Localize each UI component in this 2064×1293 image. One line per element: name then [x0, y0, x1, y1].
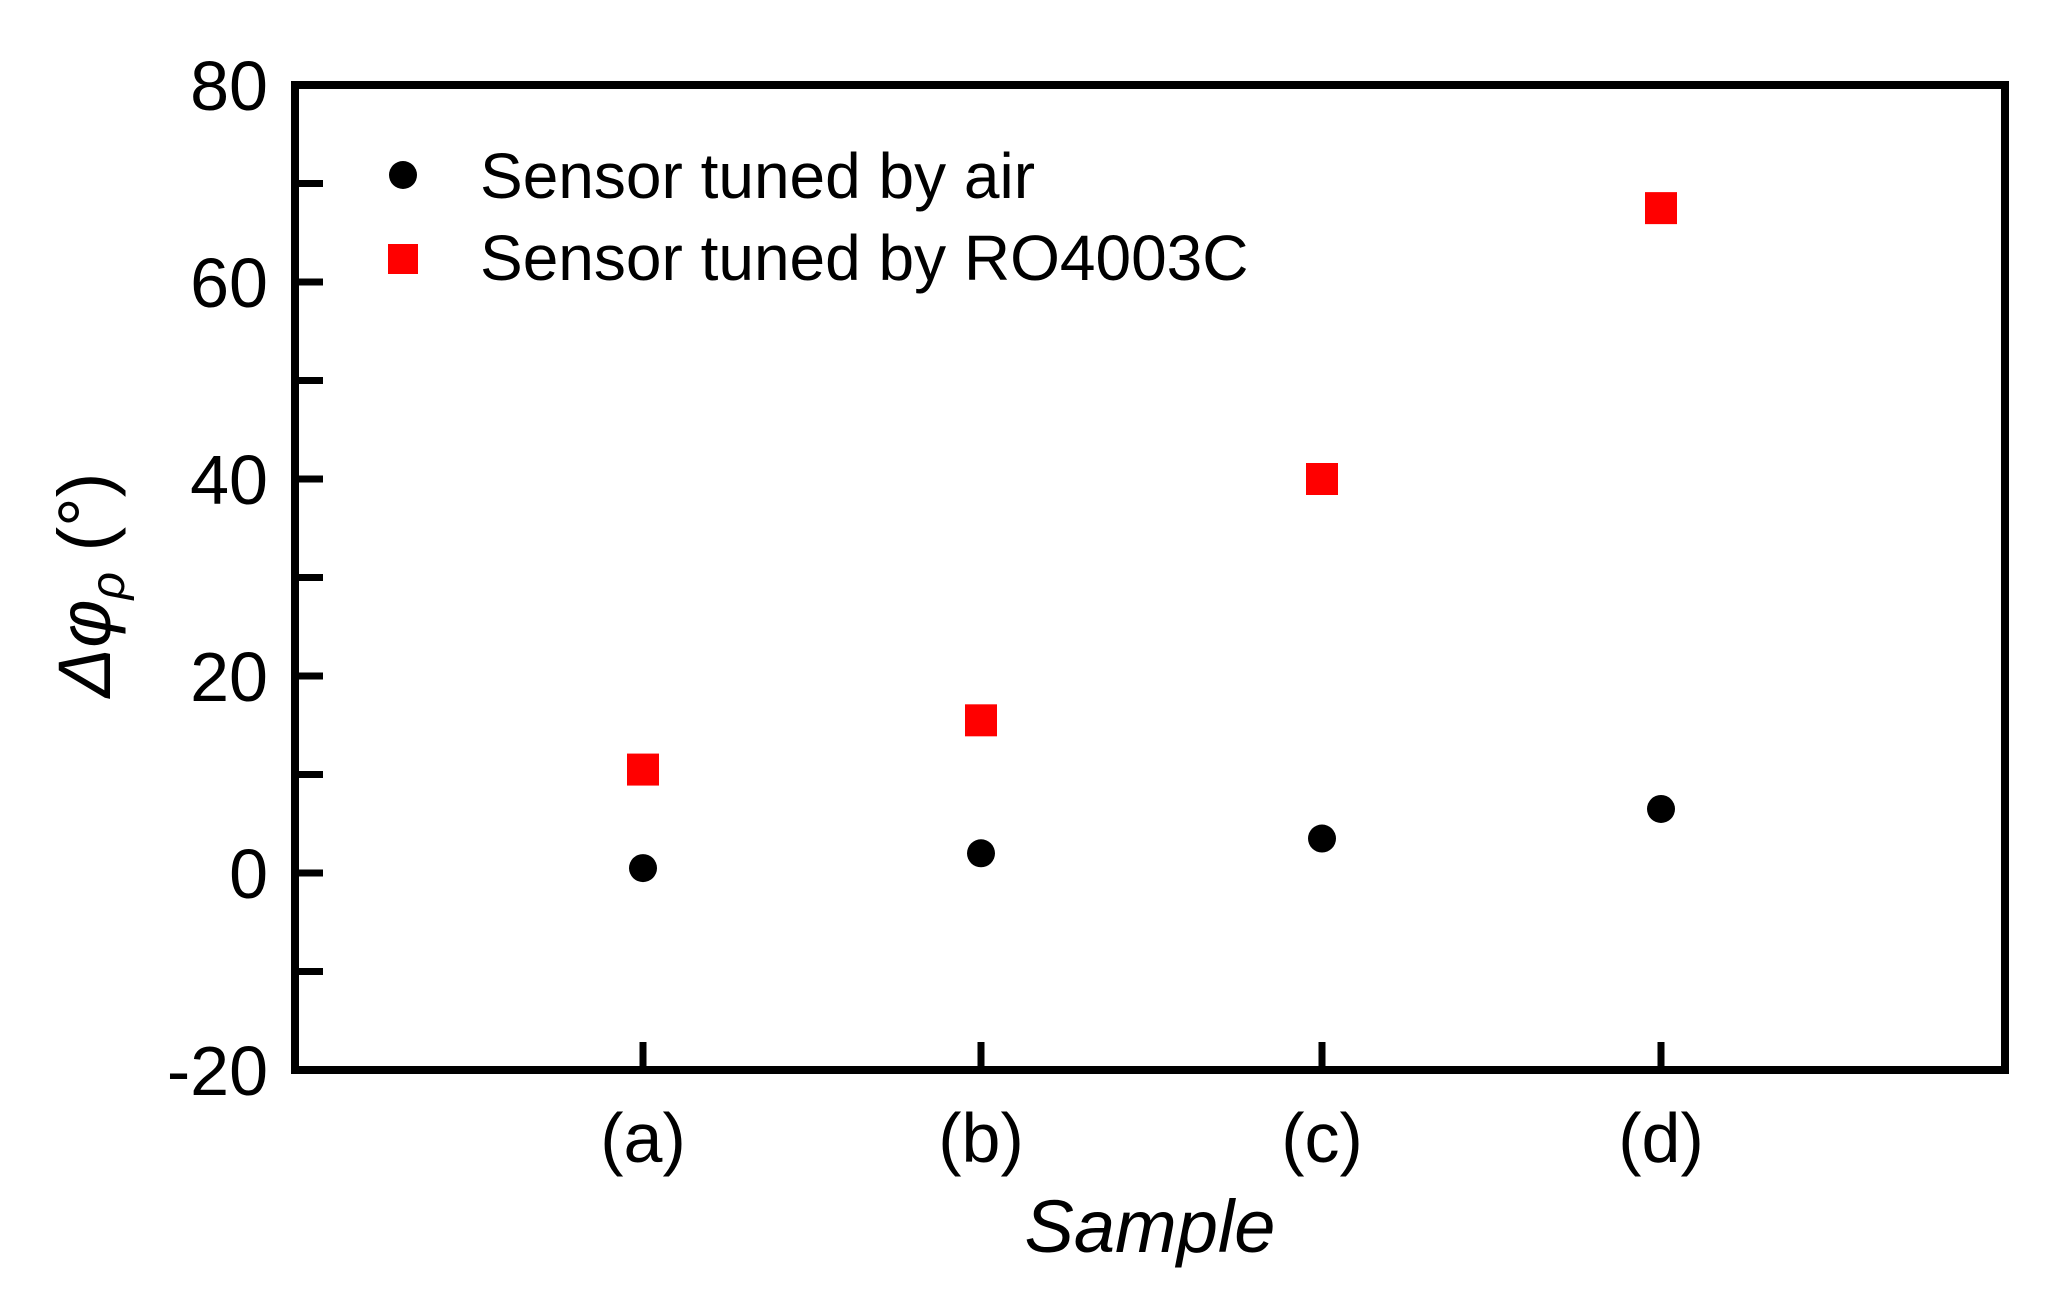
x-axis-ticks: (a) (b) (c) (d): [600, 1042, 1704, 1177]
point-ro4003c-1: [965, 704, 997, 737]
y-tick-label: 40: [190, 441, 268, 519]
y-tick-label: 80: [190, 47, 268, 125]
legend: Sensor tuned by air Sensor tuned by RO40…: [388, 140, 1248, 294]
legend-marker-air: [389, 161, 417, 189]
x-tick-label: (a): [600, 1099, 686, 1177]
y-tick-label: 60: [190, 244, 268, 322]
y-tick-label: -20: [167, 1032, 268, 1110]
y-axis-ticks: -20 0 20 40 60 80: [167, 47, 323, 1110]
point-ro4003c-2: [1306, 463, 1338, 495]
y-tick-label: 20: [190, 638, 268, 716]
y-axis-title-symbol: Δφ: [43, 600, 126, 700]
legend-label-ro4003c: Sensor tuned by RO4003C: [480, 222, 1248, 294]
x-tick-label: (d): [1618, 1099, 1704, 1177]
y-axis-title: Δφρ (°): [43, 473, 135, 700]
y-axis-title-subscript: ρ: [82, 572, 135, 602]
point-air-3: [1647, 794, 1675, 823]
legend-label-air: Sensor tuned by air: [480, 140, 1035, 212]
x-tick-label: (c): [1281, 1099, 1363, 1177]
legend-marker-ro4003c: [388, 244, 418, 274]
x-tick-label: (b): [938, 1099, 1024, 1177]
point-air-2: [1308, 824, 1336, 853]
x-axis-title: Sample: [1025, 1185, 1276, 1268]
point-air-0: [629, 854, 657, 883]
point-ro4003c-0: [627, 753, 659, 786]
point-ro4003c-3: [1645, 192, 1677, 225]
y-tick-label: 0: [229, 835, 268, 913]
data-points: [627, 192, 1677, 883]
point-air-1: [967, 839, 995, 868]
y-axis-title-unit: (°): [43, 473, 126, 572]
